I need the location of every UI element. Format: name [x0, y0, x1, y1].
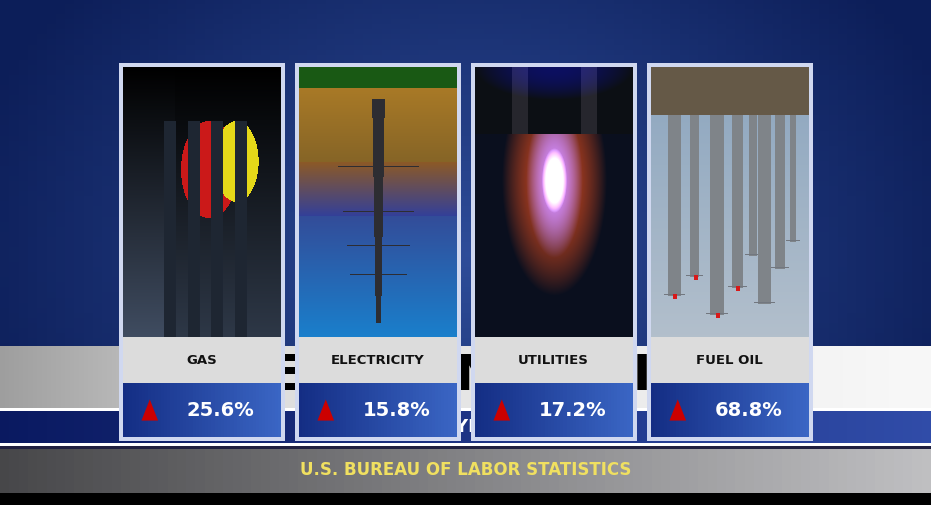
Polygon shape [669, 399, 686, 421]
Bar [651, 337, 808, 383]
Text: GAS: GAS [186, 353, 217, 366]
Bar [475, 337, 632, 383]
Bar [299, 337, 456, 383]
Bar [470, 64, 637, 441]
Bar [0, 444, 931, 446]
Text: 68.8%: 68.8% [715, 400, 782, 420]
Polygon shape [493, 399, 510, 421]
Text: U.S. BUREAU OF LABOR STATISTICS: U.S. BUREAU OF LABOR STATISTICS [300, 460, 631, 478]
Text: FUEL OIL: FUEL OIL [696, 353, 762, 366]
Text: 17.2%: 17.2% [539, 400, 606, 420]
Bar [118, 64, 285, 441]
Text: ENERGY INFLATION: ENERGY INFLATION [196, 352, 735, 400]
Text: 15.8%: 15.8% [362, 400, 430, 420]
Bar [646, 64, 813, 441]
Text: ELECTRICITY: ELECTRICITY [331, 353, 425, 366]
Text: 25.6%: 25.6% [186, 400, 254, 420]
Bar [0, 493, 931, 505]
Bar [123, 337, 280, 383]
Bar [0, 408, 931, 411]
Bar [294, 64, 461, 441]
Polygon shape [317, 399, 334, 421]
Polygon shape [142, 399, 158, 421]
Bar [0, 443, 931, 446]
Text: UTILITIES: UTILITIES [518, 353, 589, 366]
Text: AUGUST 2022, YEAR-OVER-YEAR: AUGUST 2022, YEAR-OVER-YEAR [303, 418, 628, 435]
Bar [0, 446, 931, 449]
